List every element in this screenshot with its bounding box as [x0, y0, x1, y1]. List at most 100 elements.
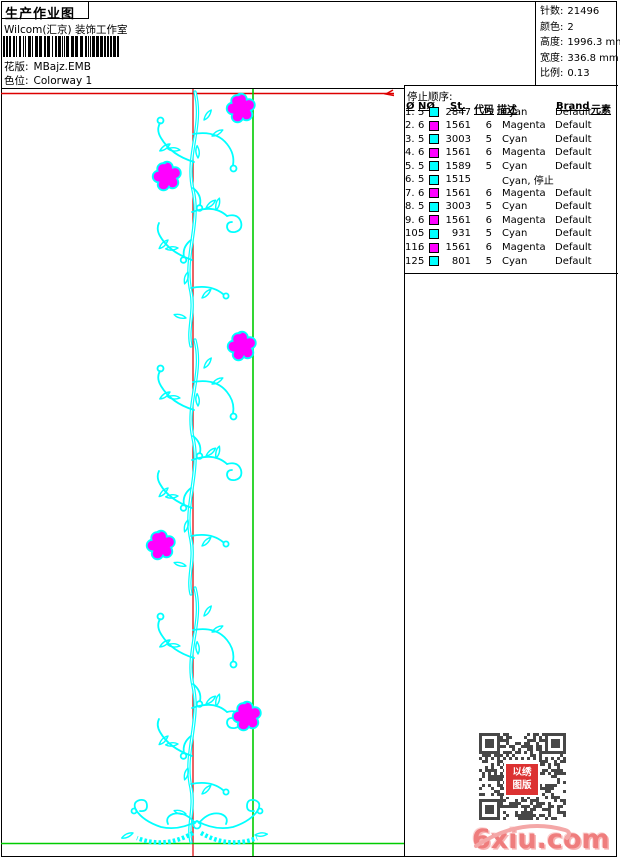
stop-sequence-row: 10. 5 931 5 Cyan Default: [405, 227, 592, 240]
cell-swatch: [429, 147, 444, 158]
cell-swatch: [429, 188, 444, 199]
cell-brand: Default: [555, 255, 592, 267]
cell-swatch: [429, 228, 444, 239]
cell-code: 5: [485, 255, 492, 267]
flowers: [145, 92, 262, 732]
cell-swatch: [429, 242, 444, 253]
cell-swatch: [429, 107, 444, 117]
guide-line-red-end-mark: [383, 89, 395, 97]
cell-stitches: 3003: [445, 133, 471, 145]
red-seal: 以绣 图版: [506, 764, 538, 795]
column-header: NØ: [418, 101, 435, 112]
thread-color-chip: [429, 228, 439, 239]
thread-color-chip: [429, 174, 439, 185]
qr-code: [479, 733, 566, 820]
cell-description: Cyan: [502, 255, 528, 267]
flower: [226, 330, 257, 362]
thread-color-chip: [429, 256, 439, 267]
design-area-top-border: [1, 88, 404, 89]
stop-sequence-row: 8. 5 3003 5 Cyan Default: [405, 200, 592, 213]
cell-description: Cyan: [502, 133, 528, 145]
table-bottom-border: [404, 273, 618, 274]
seal-text-bottom: 图版: [512, 780, 532, 791]
stop-sequence-row: 3. 5 3003 5 Cyan Default: [405, 133, 592, 146]
cell-description: Magenta: [502, 120, 546, 132]
cell-needle: 6: [418, 147, 425, 159]
guide-lines: [1, 89, 404, 856]
cell-stitches: 1561: [445, 120, 471, 132]
cell-needle: 5: [418, 133, 425, 145]
stop-sequence-row: 1. 5 2847 5 Cyan Default: [405, 106, 592, 119]
info-value: 0.13: [567, 68, 590, 80]
cell-code: 6: [485, 147, 492, 159]
cell-stitches: 1561: [445, 242, 471, 253]
cell-code: 5: [485, 133, 492, 145]
design-file-label: 花版:: [4, 61, 29, 73]
flower: [145, 529, 176, 561]
cell-swatch: [429, 256, 444, 267]
cell-swatch: [429, 174, 444, 185]
info-value: 1996.3 mm: [567, 37, 620, 49]
thread-color-chip: [429, 147, 439, 158]
design-table-divider: [404, 85, 405, 857]
cell-order: 8.: [405, 201, 415, 213]
cell-order: 6.: [405, 174, 415, 186]
stop-sequence-row: 12. 5 801 5 Cyan Default: [405, 255, 592, 268]
cell-order: 11.: [405, 242, 421, 253]
column-header: Ø: [406, 101, 415, 112]
cell-order: 2.: [405, 120, 415, 132]
flower: [151, 160, 182, 192]
cell-needle: 5: [418, 255, 425, 267]
info-row: 颜色: 2: [540, 20, 618, 36]
info-row: 比例: 0.13: [540, 66, 618, 82]
cell-swatch: [429, 201, 444, 212]
watermark-swoosh: [474, 823, 572, 848]
stop-sequence-row: 2. 6 1561 6 Magenta Default: [405, 119, 592, 132]
site-watermark: 6xiu.com: [472, 824, 610, 855]
vine-section: [157, 92, 241, 346]
cell-needle: 5: [418, 228, 425, 240]
thread-color-chip: [429, 242, 439, 253]
cell-order: 1.: [405, 106, 415, 118]
info-value: 2: [567, 21, 574, 33]
cell-description: Magenta: [502, 242, 546, 253]
stop-sequence-row: 5. 5 1589 5 Cyan Default: [405, 160, 592, 173]
cell-order: 12.: [405, 255, 421, 267]
cell-brand: Default: [555, 187, 592, 199]
cell-brand: Default: [555, 228, 592, 240]
flower: [231, 700, 262, 732]
cell-brand: Default: [555, 160, 592, 172]
column-header: 代码: [474, 105, 494, 116]
embroidery-preview: [1, 89, 404, 856]
page-title: 生产作业图: [1, 1, 89, 22]
column-header: 描述: [497, 105, 517, 116]
cell-order: 3.: [405, 133, 415, 145]
cell-needle: 6: [418, 214, 425, 226]
stop-sequence-row: 4. 6 1561 6 Magenta Default: [405, 146, 592, 159]
cell-stitches: 3003: [445, 201, 471, 213]
cell-order: 4.: [405, 147, 415, 159]
colorway-value: Colorway 1: [33, 75, 93, 87]
stop-sequence-row: 11. 6 1561 6 Magenta Default: [405, 241, 592, 254]
thread-color-chip: [429, 201, 439, 212]
cell-description: Cyan: [502, 106, 528, 118]
column-header: St.: [450, 101, 466, 112]
cell-swatch: [429, 215, 444, 226]
thread-color-chip: [429, 134, 439, 145]
cell-stitches: 1515: [445, 174, 471, 186]
cell-brand: Default: [555, 201, 592, 213]
design-info-box: 针数: 21496 颜色: 2 高度: 1996.3 mm 宽度: 336.8 mm 比例: 0.…: [535, 1, 620, 86]
column-header: Brand: [556, 101, 590, 112]
stop-sequence-row: 9. 6 1561 6 Magenta Default: [405, 214, 592, 227]
info-label: 比例:: [540, 68, 564, 80]
cell-code: 6: [485, 187, 492, 199]
stop-sequence-row: 6. 5 1515 Cyan, 停止: [405, 173, 555, 188]
info-row: 宽度: 336.8 mm: [540, 51, 619, 67]
design-file-row: 花版: MBajz.EMB: [4, 59, 91, 74]
cell-stitches: 1561: [445, 187, 471, 199]
cell-description: Cyan, 停止: [502, 176, 554, 188]
cell-needle: 6: [418, 187, 425, 199]
cell-code: 6: [485, 242, 492, 253]
cell-brand: Default: [555, 214, 592, 226]
